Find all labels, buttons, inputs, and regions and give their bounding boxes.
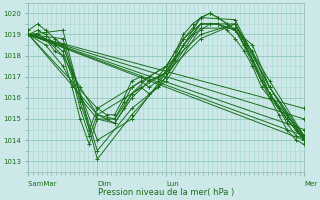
X-axis label: Pression niveau de la mer( hPa ): Pression niveau de la mer( hPa ) (98, 188, 234, 197)
